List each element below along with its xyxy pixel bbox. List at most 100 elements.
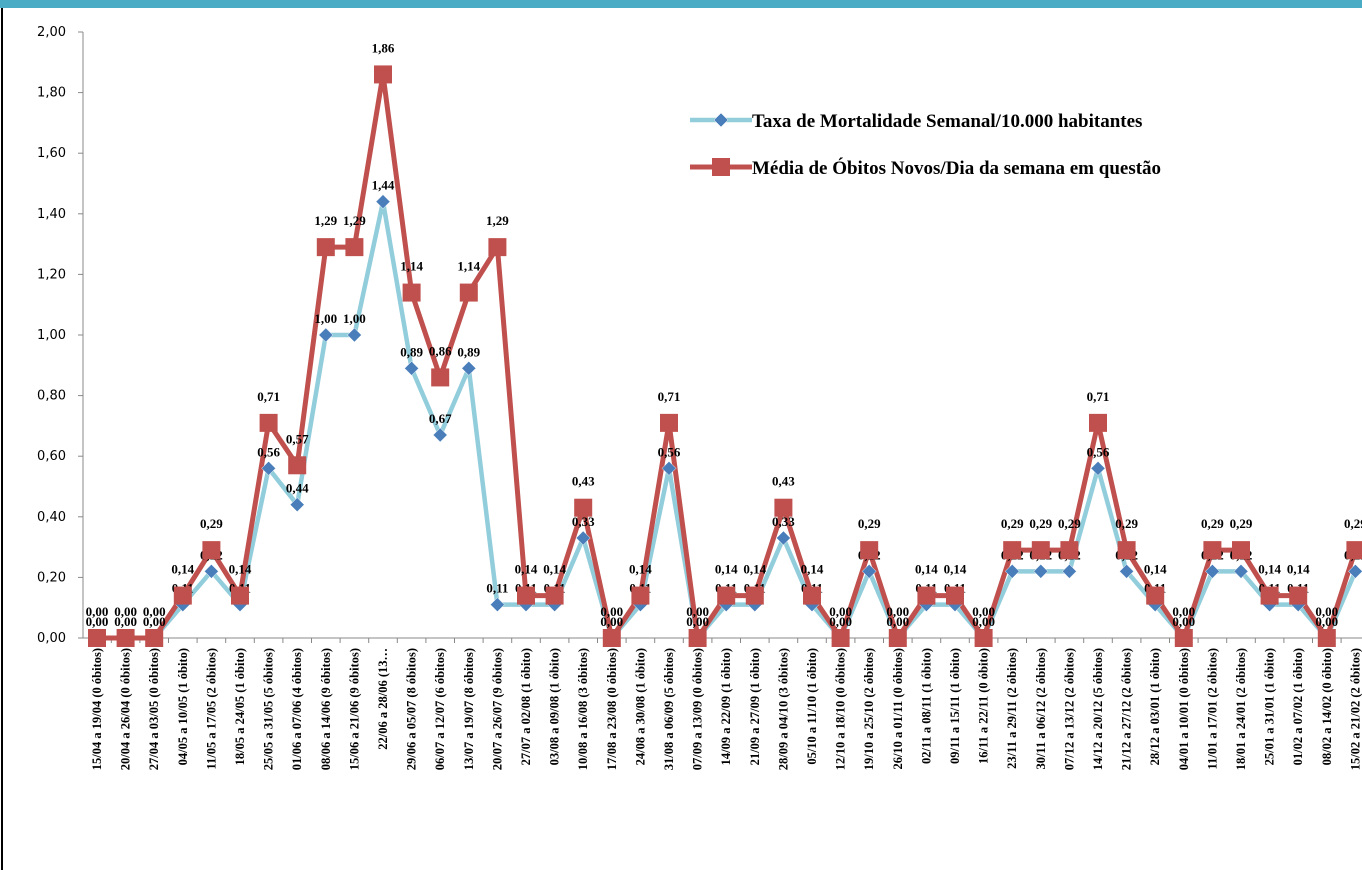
data-label: 0,00: [1315, 604, 1338, 619]
x-tick-label: 20/07 a 26/07 (9 óbitos): [490, 648, 504, 770]
legend-label: Média de Óbitos Novos/Dia da semana em q…: [752, 157, 1161, 179]
data-point: [402, 283, 421, 302]
legend-label: Taxa de Mortalidade Semanal/10.000 habit…: [752, 111, 1142, 132]
data-label: 0,29: [1344, 516, 1362, 531]
data-point: [917, 586, 936, 605]
data-point: [374, 65, 392, 84]
data-label: 0,56: [658, 444, 681, 459]
data-label: 0,00: [1172, 614, 1195, 629]
data-label: 0,33: [572, 514, 595, 529]
data-label: 0,14: [1144, 562, 1167, 577]
data-point: [1090, 460, 1106, 476]
data-point: [288, 456, 307, 475]
data-point: [1031, 541, 1050, 560]
data-label: 0,29: [1201, 516, 1224, 531]
data-point: [661, 460, 677, 476]
data-label: 0,29: [1230, 516, 1253, 531]
data-point: [776, 530, 791, 546]
x-tick-label: 23/11 a 29/11 (2 óbitos): [1005, 648, 1019, 769]
data-point: [974, 629, 993, 647]
x-tick-label: 18/05 a 24/05 (1 óbito): [233, 648, 247, 765]
data-point: [1232, 541, 1250, 560]
data-point: [347, 327, 362, 343]
y-tick-label: 0,80: [37, 389, 66, 404]
legend-marker: [712, 158, 730, 176]
data-point: [116, 629, 135, 647]
data-point: [289, 497, 305, 513]
x-tick-label: 07/12 a 13/12 (2 óbitos): [1062, 648, 1076, 770]
y-tick-label: 0,60: [37, 449, 66, 464]
data-label: 0,67: [429, 411, 452, 426]
data-point: [1317, 629, 1336, 647]
data-label: 0,29: [1029, 516, 1052, 531]
data-label: 0,71: [1087, 389, 1110, 404]
x-tick-label: 24/08 a 30/08 (1 óbito): [633, 648, 647, 765]
data-point: [602, 629, 621, 647]
data-point: [888, 629, 907, 647]
x-tick-label: 11/05 a 17/05 (2 óbitos): [204, 648, 218, 770]
y-tick-label: 1,40: [37, 207, 66, 222]
x-tick-label: 01/06 a 07/06 (4 óbitos): [290, 648, 304, 770]
x-tick-label: 09/11 a 15/11 (1 óbito): [948, 648, 962, 764]
data-point: [259, 413, 278, 432]
data-point: [375, 194, 391, 210]
data-point: [831, 629, 850, 647]
data-label: 0,29: [858, 516, 881, 531]
x-tick-label: 13/07 a 19/07 (8 óbitos): [462, 648, 476, 770]
data-label: 0,00: [972, 604, 995, 619]
data-point: [517, 586, 535, 605]
data-label: 1,29: [343, 213, 366, 228]
x-tick-label: 21/09 a 27/09 (1 óbito): [748, 648, 762, 765]
x-tick-label: 27/07 a 02/08 (1 óbito): [519, 648, 533, 765]
data-point: [745, 586, 764, 605]
data-point: [1003, 541, 1022, 560]
x-tick-label: 20/04 a 26/04 (0 óbitos): [119, 648, 133, 770]
data-point: [1033, 563, 1049, 579]
x-tick-label: 16/11 a 22/11 (0 óbito): [977, 648, 991, 764]
data-point: [173, 586, 192, 605]
y-tick-label: 1,80: [37, 86, 66, 101]
data-point: [1260, 586, 1279, 605]
data-point: [1233, 563, 1249, 579]
data-label: 1,00: [314, 311, 337, 326]
data-label: 0,29: [200, 516, 223, 531]
x-tick-label: 02/11 a 08/11 (1 óbito): [919, 648, 933, 764]
data-label: 0,56: [1087, 444, 1110, 459]
data-label: 0,00: [600, 604, 623, 619]
data-point: [1060, 541, 1079, 560]
data-point: [1205, 563, 1220, 579]
y-tick-label: 2,00: [37, 25, 66, 40]
data-point: [860, 541, 879, 560]
data-label: 0,00: [114, 614, 137, 629]
x-tick-label: 17/08 a 23/08 (0 óbitos): [605, 648, 619, 770]
data-point: [1119, 563, 1134, 579]
x-tick-label: 28/09 a 04/10 (3 óbitos): [776, 648, 790, 770]
data-label: 0,29: [1058, 516, 1081, 531]
data-label: 0,00: [1172, 604, 1195, 619]
x-tick-label: 25/01 a 31/01 (1 óbito): [1263, 648, 1277, 765]
data-label: 0,14: [743, 562, 766, 577]
data-point: [688, 629, 707, 647]
data-label: 0,14: [171, 562, 194, 577]
data-point: [261, 460, 276, 476]
data-label: 0,00: [886, 604, 909, 619]
data-point: [404, 360, 419, 376]
data-point: [88, 629, 106, 647]
data-point: [1348, 563, 1362, 579]
data-label: 0,44: [286, 481, 309, 496]
data-point: [202, 541, 221, 560]
data-label: 1,29: [486, 213, 509, 228]
y-tick-label: 0,40: [37, 510, 66, 525]
data-label: 0,00: [886, 614, 909, 629]
x-tick-label: 15/06 a 21/06 (9 óbitos): [347, 648, 361, 770]
data-point: [432, 427, 448, 443]
data-label: 0,14: [715, 562, 738, 577]
x-tick-label: 22/06 a 28/06 (13…: [376, 648, 390, 750]
data-point: [459, 283, 478, 302]
x-tick-label: 06/07 a 12/07 (6 óbitos): [433, 648, 447, 770]
data-label: 0,43: [572, 474, 595, 489]
data-point: [660, 413, 678, 432]
x-tick-label: 11/01 a 17/01 (2 óbitos): [1205, 648, 1219, 770]
x-tick-label: 31/08 a 06/09 (5 óbitos): [662, 648, 676, 770]
